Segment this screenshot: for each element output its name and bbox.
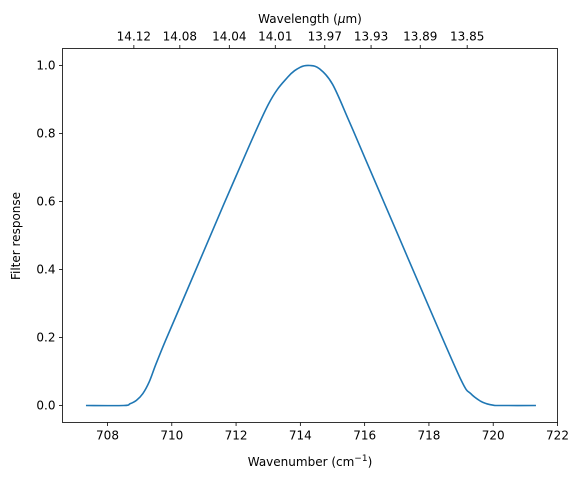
x-tick-label: 712 [225, 429, 248, 443]
x-axis: 708 710 712 714 716 718 720 722 [96, 422, 569, 443]
y-axis-label: Filter response [9, 192, 23, 280]
top-tick-label: 14.08 [163, 30, 197, 44]
top-tick-label: 14.12 [117, 30, 151, 44]
y-tick-label: 0.0 [36, 399, 55, 413]
x-tick-label: 714 [289, 429, 312, 443]
top-tick-label: 13.85 [450, 30, 484, 44]
x-tick-label: 710 [160, 429, 183, 443]
x-tick-label: 716 [353, 429, 376, 443]
y-tick-label: 0.8 [36, 127, 55, 141]
x-tick-label: 722 [546, 429, 569, 443]
top-tick-label: 13.89 [403, 30, 437, 44]
y-tick-label: 0.6 [36, 195, 55, 209]
top-tick-label: 13.93 [354, 30, 388, 44]
filter-response-line [85, 64, 536, 407]
y-tick-label: 1.0 [36, 59, 55, 73]
y-tick-label: 0.4 [36, 263, 55, 277]
x-tick-label: 708 [96, 429, 119, 443]
top-tick-label: 13.97 [308, 30, 342, 44]
series-layer [85, 64, 536, 407]
x-tick-label: 720 [482, 429, 505, 443]
y-axis: 0.0 0.2 0.4 0.6 0.8 1.0 [36, 59, 63, 413]
plot-frame [62, 48, 558, 423]
y-tick-label: 0.2 [36, 331, 55, 345]
top-axis-label: Wavelength (μm) [258, 12, 362, 26]
x-tick-label: 718 [417, 429, 440, 443]
top-tick-label: 14.01 [258, 30, 292, 44]
top-tick-label: 14.04 [212, 30, 246, 44]
top-x-axis: 14.12 14.08 14.04 14.01 13.97 13.93 13.89 13.85 [117, 30, 484, 49]
x-axis-label: Wavenumber (cm−1) [248, 454, 373, 469]
